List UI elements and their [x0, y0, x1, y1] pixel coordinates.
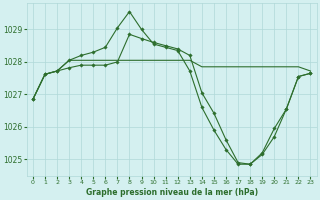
X-axis label: Graphe pression niveau de la mer (hPa): Graphe pression niveau de la mer (hPa): [86, 188, 258, 197]
